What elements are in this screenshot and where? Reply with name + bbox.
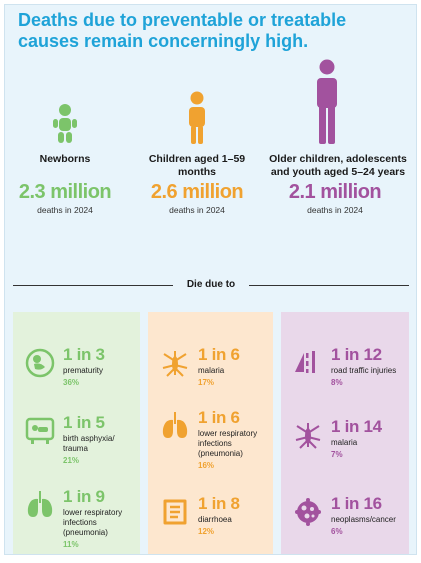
cause-ratio: 1 in 8 [198,494,240,513]
cause-item: 1 in 12 road traffic injuries 8% [281,346,409,416]
cause-percent: 11% [63,540,79,549]
cause-label: prematurity [63,366,104,375]
die-due-to-label: Die due to [186,279,236,290]
premature-baby-icon [25,348,55,378]
group-sub-children: deaths in 2024 [169,205,225,215]
cause-ratio: 1 in 9 [63,487,105,506]
cause-percent: 16% [198,461,215,470]
cause-item: 1 in 6 malaria 17% [148,346,273,416]
cause-ratio: 1 in 5 [63,413,105,432]
cause-ratio: 1 in 3 [63,345,105,364]
group-title-older-children: Older children, adolescents and youth ag… [269,153,407,178]
cause-label: birth asphyxia/ trauma [63,434,115,453]
group-value-newborns: 2.3 million [18,181,112,203]
mosquito-icon [162,351,188,377]
group-value-children: 2.6 million [150,181,244,203]
cause-label: neoplasms/cancer [331,515,396,524]
cause-percent: 21% [63,456,80,465]
road-sign-icon [295,351,315,373]
group-sub-newborns: deaths in 2024 [37,205,93,215]
cause-label: malaria [331,438,358,447]
divider-left [13,285,173,286]
cause-label: malaria [198,366,225,375]
cause-percent: 36% [63,378,80,387]
cause-label: diarrhoea [198,515,232,524]
infographic-panel: Deaths due to preventable or treatable c… [4,4,417,555]
baby-icon [53,104,77,143]
cause-percent: 8% [331,378,343,387]
cause-label: lower respiratory infections (pneumonia) [198,429,258,458]
cause-item: 1 in 14 malaria 7% [281,418,409,488]
youth-icon [317,59,337,144]
divider-right [249,285,409,286]
group-value-older-children: 2.1 million [288,181,382,203]
cause-column-children: 1 in 6 malaria 17% 1 in 6 lower respirat… [148,312,273,554]
group-title-newborns: Newborns [39,153,91,165]
cancer-cell-icon [295,498,321,526]
cause-item: 1 in 9 lower respiratory infections (pne… [13,487,140,554]
cause-item: 1 in 6 lower respiratory infections (pne… [148,409,273,479]
cause-item: 1 in 16 neoplasms/cancer 6% [281,494,409,554]
cause-percent: 17% [198,378,215,387]
mosquito-icon [295,423,321,449]
cause-percent: 12% [198,527,215,536]
cause-percent: 6% [331,527,343,536]
cause-ratio: 1 in 6 [198,408,240,427]
incubator-icon [25,417,55,444]
child-icon [189,91,205,144]
cause-item: 1 in 3 prematurity 36% [13,346,140,416]
infographic-title: Deaths due to preventable or treatable c… [18,10,347,51]
cause-item: 1 in 5 birth asphyxia/ trauma 21% [13,414,140,484]
group-title-children: Children aged 1–59 months [148,153,246,178]
cause-label: lower respiratory infections (pneumonia) [63,508,123,537]
cause-column-newborns: 1 in 3 prematurity 36% 1 in 5 birth asph… [13,312,140,554]
intestine-icon [163,499,187,525]
cause-label: road traffic injuries [331,366,397,375]
lungs-icon [27,491,53,517]
cause-ratio: 1 in 14 [331,417,382,436]
group-sub-older-children: deaths in 2024 [307,205,363,215]
cause-ratio: 1 in 12 [331,345,382,364]
cause-item: 1 in 8 diarrhoea 12% [148,494,273,554]
cause-ratio: 1 in 6 [198,345,240,364]
cause-percent: 7% [331,450,343,459]
cause-ratio: 1 in 16 [331,494,382,513]
lungs-icon [162,412,188,438]
cause-column-older-children: 1 in 12 road traffic injuries 8% 1 in 14… [281,312,409,554]
